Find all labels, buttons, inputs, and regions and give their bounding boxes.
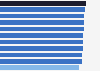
Bar — [0, 20, 84, 25]
Bar — [0, 7, 85, 12]
Bar — [0, 1, 86, 6]
Bar — [0, 46, 83, 51]
Bar — [0, 27, 84, 31]
Bar — [0, 65, 79, 70]
Bar — [0, 33, 83, 38]
Bar — [0, 53, 82, 57]
Bar — [0, 14, 84, 18]
Bar — [0, 40, 83, 44]
Bar — [0, 59, 82, 64]
